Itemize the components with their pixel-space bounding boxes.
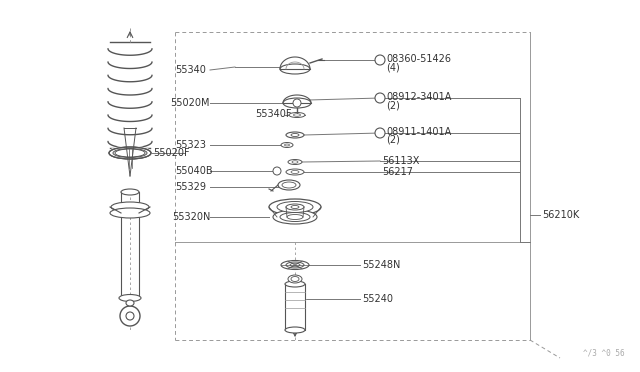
Ellipse shape [281, 142, 293, 148]
Text: 55248N: 55248N [362, 260, 401, 270]
Circle shape [375, 93, 385, 103]
Ellipse shape [281, 260, 309, 269]
Ellipse shape [121, 189, 139, 195]
Text: 55320N: 55320N [172, 212, 211, 222]
Ellipse shape [288, 275, 302, 283]
Text: 55240: 55240 [362, 294, 393, 304]
Circle shape [375, 128, 385, 138]
Ellipse shape [294, 114, 301, 116]
Ellipse shape [291, 134, 299, 137]
Text: 55020M: 55020M [170, 98, 209, 108]
Ellipse shape [126, 300, 134, 306]
Ellipse shape [286, 262, 304, 268]
Ellipse shape [278, 180, 300, 190]
Ellipse shape [285, 327, 305, 333]
Text: (2): (2) [386, 135, 400, 145]
Ellipse shape [286, 204, 304, 210]
Text: 55340F: 55340F [255, 109, 291, 119]
Ellipse shape [286, 169, 304, 175]
Text: 55040B: 55040B [175, 166, 212, 176]
Text: 55323: 55323 [175, 140, 206, 150]
Ellipse shape [291, 276, 299, 282]
Ellipse shape [280, 212, 310, 221]
Circle shape [273, 167, 281, 175]
Ellipse shape [282, 182, 296, 188]
Ellipse shape [290, 263, 300, 267]
Ellipse shape [286, 132, 304, 138]
Text: S: S [378, 57, 383, 63]
Ellipse shape [283, 98, 311, 108]
Ellipse shape [291, 170, 299, 173]
Ellipse shape [280, 64, 310, 74]
Text: (4): (4) [386, 62, 400, 72]
Text: 56217: 56217 [382, 167, 413, 177]
Text: 08360-51426: 08360-51426 [386, 54, 451, 64]
Text: 08912-3401A: 08912-3401A [386, 92, 451, 102]
Text: (2): (2) [386, 100, 400, 110]
Ellipse shape [287, 215, 303, 219]
Polygon shape [285, 284, 305, 330]
Ellipse shape [277, 202, 313, 212]
Ellipse shape [292, 161, 298, 163]
Circle shape [293, 99, 301, 107]
Text: 08911-1401A: 08911-1401A [386, 127, 451, 137]
Ellipse shape [109, 147, 151, 159]
Text: 55020F: 55020F [153, 148, 189, 158]
Text: N: N [377, 130, 383, 136]
Text: 55329: 55329 [175, 182, 206, 192]
Text: 55340: 55340 [175, 65, 206, 75]
Text: N: N [377, 95, 383, 101]
Ellipse shape [285, 281, 305, 287]
Text: ^/3 ^0 56: ^/3 ^0 56 [584, 349, 625, 358]
Polygon shape [121, 192, 139, 298]
Ellipse shape [119, 295, 141, 301]
Ellipse shape [289, 112, 305, 118]
Circle shape [120, 306, 140, 326]
Ellipse shape [110, 208, 150, 218]
Text: 56113X: 56113X [382, 156, 419, 166]
Ellipse shape [273, 210, 317, 224]
Ellipse shape [288, 160, 302, 164]
Circle shape [126, 312, 134, 320]
Ellipse shape [291, 205, 299, 208]
Text: 56210K: 56210K [542, 210, 579, 220]
Ellipse shape [269, 199, 321, 215]
Ellipse shape [111, 202, 149, 212]
Ellipse shape [285, 144, 289, 146]
Circle shape [375, 55, 385, 65]
